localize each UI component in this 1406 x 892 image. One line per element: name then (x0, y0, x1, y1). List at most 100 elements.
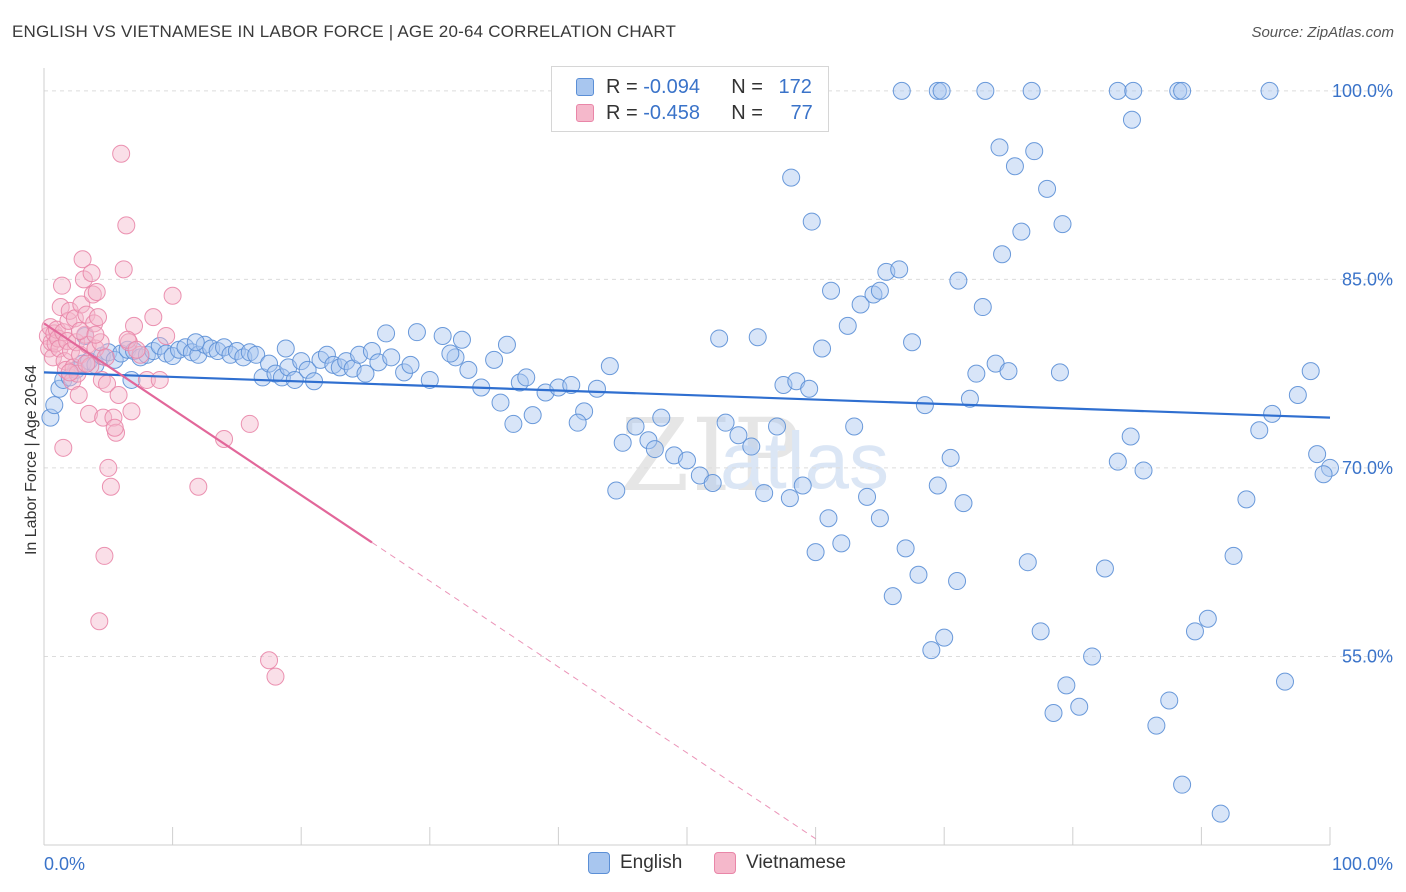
english-point (1147, 716, 1166, 735)
english-point (1173, 81, 1192, 100)
vietnamese-point (122, 402, 141, 421)
english-point (903, 333, 922, 352)
gridlines (44, 90, 1392, 657)
english-point (587, 379, 606, 398)
vietnamese-point (82, 264, 101, 283)
y-tick-label: 100.0% (1332, 81, 1393, 101)
vietnamese-trend-line-solid (43, 322, 373, 544)
vietnamese-point (53, 276, 72, 295)
vietnamese-point (163, 286, 182, 305)
english-point (652, 408, 671, 427)
english-point (45, 396, 64, 415)
english-point (890, 260, 909, 279)
english-point (626, 417, 645, 436)
english-point (1198, 609, 1217, 628)
english-n-label: N = (731, 75, 763, 98)
english-point (1185, 622, 1204, 641)
vietnamese-point (96, 348, 115, 367)
english-point (1288, 386, 1307, 405)
vietnamese-point (44, 348, 63, 367)
vietnamese-point (90, 612, 109, 631)
english-point (990, 138, 1009, 157)
english-point (780, 489, 799, 508)
vietnamese-point (72, 295, 91, 314)
english-point (186, 333, 205, 352)
english-point (838, 316, 857, 335)
english-point (317, 345, 336, 364)
vietnamese-point (51, 298, 70, 317)
watermark-atlas: atlas (720, 416, 889, 505)
english-point (1053, 215, 1072, 234)
legend-row-vietnamese: R = -0.458 N = 77 (576, 101, 813, 125)
vietnamese-point (99, 458, 118, 477)
english-point (362, 342, 381, 361)
trend-lines (43, 322, 1331, 840)
english-point (678, 451, 696, 470)
vietnamese-point (89, 308, 108, 327)
vietnamese-n-value: 77 (790, 101, 813, 124)
english-point (896, 539, 915, 558)
vietnamese-point (69, 386, 88, 405)
english-point (802, 212, 821, 231)
x-tick-label-max: 100.0% (1332, 854, 1393, 874)
english-point (1263, 404, 1282, 423)
english-point (600, 357, 619, 376)
english-point (1057, 676, 1076, 695)
english-point (433, 326, 452, 345)
english-point (504, 414, 523, 433)
english-point (1224, 546, 1243, 565)
vietnamese-point (266, 667, 285, 686)
english-point (976, 81, 995, 100)
vietnamese-point (114, 260, 133, 279)
english-point (1005, 157, 1024, 176)
y-tick-label: 55.0% (1342, 646, 1393, 666)
english-point (260, 354, 279, 373)
vietnamese-legend-label: Vietnamese (746, 852, 846, 873)
english-point (1122, 110, 1141, 129)
english-point (1044, 704, 1063, 723)
english-point (883, 587, 902, 606)
vietnamese-point (240, 414, 259, 433)
english-point (782, 168, 801, 187)
english-point (742, 437, 761, 456)
english-point (1050, 363, 1069, 382)
english-point (892, 81, 911, 100)
english-point (954, 494, 973, 513)
english-point (922, 641, 941, 660)
english-point (1134, 461, 1153, 480)
english-point (716, 413, 735, 432)
vietnamese-point (157, 326, 176, 345)
english-point (1070, 697, 1089, 716)
english-point (1314, 465, 1333, 484)
english-point (1038, 179, 1057, 198)
legend-item-english[interactable]: English (588, 852, 682, 874)
english-point (932, 81, 951, 100)
english-point (832, 534, 851, 553)
source-label: Source: ZipAtlas.com (1251, 24, 1394, 41)
english-point (793, 476, 812, 495)
english-point (851, 295, 870, 314)
english-point (813, 339, 832, 358)
english-r-label: R = (606, 75, 638, 98)
english-point (497, 335, 516, 354)
english-point (1124, 81, 1143, 100)
english-point (710, 329, 729, 348)
vietnamese-swatch (576, 104, 594, 122)
english-point (407, 323, 426, 342)
english-point (1095, 559, 1114, 578)
english-points (41, 81, 1339, 823)
vietnamese-point (109, 386, 128, 405)
english-point (915, 396, 934, 415)
english-point (517, 368, 536, 387)
english-point (935, 628, 954, 647)
english-point (523, 406, 542, 425)
vietnamese-point (101, 477, 120, 496)
english-r-value: -0.094 (643, 75, 700, 98)
y-tick-labels: 55.0% 70.0% 85.0% 100.0% (1332, 81, 1393, 667)
english-point (1173, 775, 1192, 794)
english-point (768, 417, 787, 436)
legend-item-vietnamese[interactable]: Vietnamese (714, 852, 846, 874)
vietnamese-point (73, 250, 92, 269)
english-point (822, 281, 841, 300)
vietnamese-point (127, 340, 146, 359)
